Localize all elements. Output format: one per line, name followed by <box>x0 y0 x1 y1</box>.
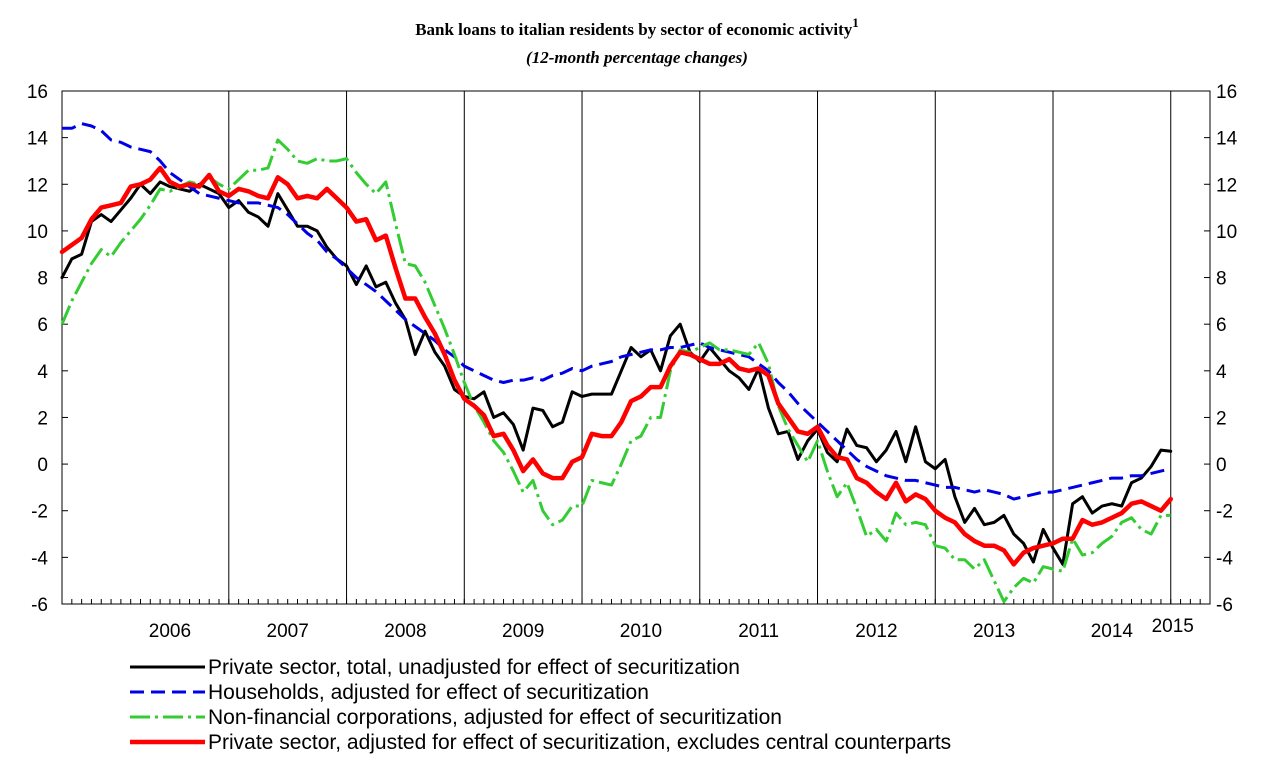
legend-label: Private sector, adjusted for effect of s… <box>208 731 951 754</box>
y-tick-label-right: 4 <box>1216 362 1227 383</box>
plot-frame <box>61 90 1211 605</box>
y-tick-label-right: 0 <box>1216 455 1227 476</box>
y-tick-label-left: 6 <box>37 315 48 336</box>
legend-label: Private sector, total, unadjusted for ef… <box>208 656 740 679</box>
x-tick-label: 2015 <box>1152 616 1194 637</box>
y-tick-label-right: 2 <box>1216 408 1227 429</box>
y-tick-label-left: -4 <box>31 548 48 569</box>
plot-area: -6 -6 -4 -4 -2 -2 0 0 2 2 4 4 6 6 8 8 10 10 12 12 14 14 16 16 20… <box>27 82 1238 642</box>
legend: Private sector, total, unadjusted for ef… <box>130 656 951 754</box>
x-tick-label: 2011 <box>738 621 779 642</box>
y-tick-label-left: 0 <box>37 455 48 476</box>
y-tick-label-left: 14 <box>27 129 49 150</box>
chart-title-superscript: 1 <box>852 15 859 30</box>
x-tick-label: 2010 <box>620 621 662 642</box>
x-tick-label: 2013 <box>973 621 1015 642</box>
x-tick-label: 2008 <box>384 621 426 642</box>
y-tick-label-left: -6 <box>31 595 48 616</box>
y-tick-label-right: 12 <box>1216 175 1237 196</box>
y-tick-label-right: 6 <box>1216 315 1227 336</box>
y-tick-label-left: 10 <box>27 222 48 243</box>
series-line <box>60 138 1171 604</box>
y-tick-label-right: -2 <box>1216 502 1233 523</box>
x-tick-label: 2012 <box>855 621 897 642</box>
legend-label: Households, adjusted for effect of secur… <box>208 681 649 704</box>
y-tick-label-right: 14 <box>1216 129 1238 150</box>
x-tick-label: 2014 <box>1091 621 1134 642</box>
y-tick-label-right: 16 <box>1216 82 1237 103</box>
chart-subtitle: (12-month percentage changes) <box>526 48 748 67</box>
y-tick-label-right: -6 <box>1216 595 1233 616</box>
y-tick-label-left: 2 <box>37 408 48 429</box>
y-tick-label-left: 4 <box>37 362 48 383</box>
chart-title: Bank loans to italian residents by secto… <box>415 15 859 39</box>
y-tick-label-left: -2 <box>31 502 48 523</box>
series-line <box>60 180 1173 566</box>
y-tick-label-right: -4 <box>1216 548 1233 569</box>
series-line <box>59 165 1173 567</box>
y-tick-label-left: 12 <box>27 175 48 196</box>
x-tick-label: 2007 <box>267 621 309 642</box>
x-tick-label: 2006 <box>149 621 191 642</box>
legend-label: Non-financial corporations, adjusted for… <box>208 706 782 729</box>
y-tick-label-left: 8 <box>37 269 48 290</box>
y-tick-label-right: 8 <box>1216 269 1227 290</box>
y-tick-label-right: 10 <box>1216 222 1237 243</box>
x-tick-label: 2009 <box>502 621 544 642</box>
y-tick-label-left: 16 <box>27 82 48 103</box>
